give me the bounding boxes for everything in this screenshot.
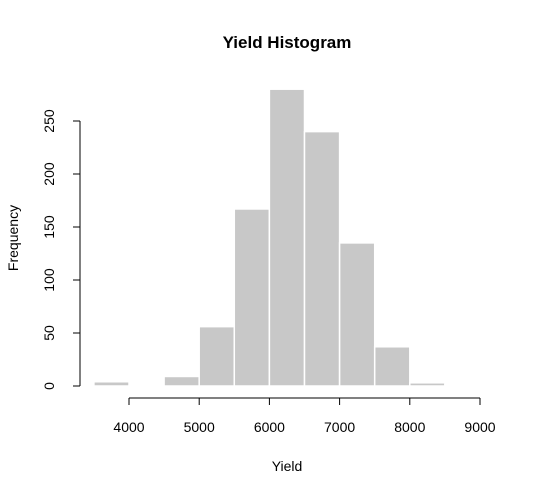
histogram-bar-7500-8000 [373,346,411,387]
x-tick-label-8000: 8000 [394,419,425,435]
y-tick-label-50: 50 [41,325,57,341]
x-tick-label-9000: 9000 [464,419,495,435]
histogram-bar-5500-6000 [233,208,271,387]
y-tick-label-150: 150 [41,215,57,239]
histogram-bar-7000-7500 [338,242,376,387]
y-tick-label-250: 250 [41,109,57,133]
histogram-bar-5000-5500 [198,325,236,387]
x-tick-label-5000: 5000 [184,419,215,435]
bars-group [93,88,481,387]
y-tick-label-0: 0 [41,382,57,390]
y-axis-label: Frequency [5,205,21,271]
histogram-bar-6000-6500 [268,88,306,387]
histogram-bar-3500-4000 [93,381,130,387]
y-tick-label-100: 100 [41,268,57,292]
chart-title: Yield Histogram [223,33,352,52]
y-tick-label-200: 200 [41,162,57,186]
histogram-bar-8000-8500 [409,382,446,387]
histogram-bar-8500-9000 [444,384,481,387]
histogram-bar-6500-7000 [303,130,341,387]
x-tick-label-4000: 4000 [113,419,144,435]
x-axis-label: Yield [272,458,303,474]
y-axis: 0 50 100 150 200 250 [41,109,81,390]
x-tick-label-6000: 6000 [254,419,285,435]
x-axis: 4000 5000 6000 7000 8000 9000 [113,397,496,435]
x-tick-label-7000: 7000 [324,419,355,435]
histogram-bar-4500-5000 [163,375,200,387]
